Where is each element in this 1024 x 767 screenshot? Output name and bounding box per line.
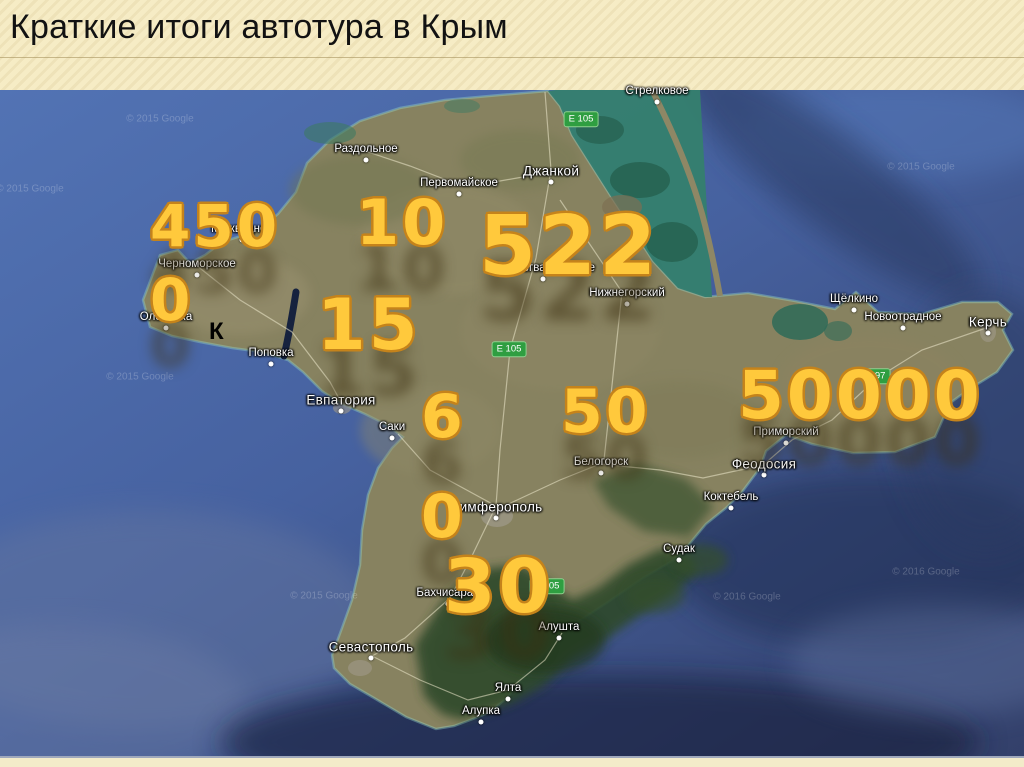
tour-stat-value: 50 — [561, 377, 651, 447]
city-label: Алушта — [538, 621, 580, 633]
map-attribution: © 2015 Google — [0, 183, 64, 195]
city-dot — [456, 191, 462, 197]
city-label: Керчь — [968, 314, 1008, 330]
city-dot — [783, 440, 789, 446]
map-attribution: © 2015 Google — [106, 371, 174, 383]
roads — [195, 91, 987, 701]
city-label: Белогорск — [573, 456, 629, 468]
city-label: Первомайское — [420, 177, 498, 189]
city-label: Новоотрадное — [864, 311, 942, 323]
letter-k-marker: К — [209, 318, 224, 345]
city-label: Алупка — [461, 705, 501, 717]
map-attribution: © 2015 Google — [126, 113, 194, 125]
tour-stat-value: 4500 — [150, 192, 281, 335]
city-label: Межводное — [211, 223, 273, 235]
city-label: Джанкой — [522, 163, 580, 179]
city-dot — [624, 301, 630, 307]
city-dot — [478, 719, 484, 725]
city-label: Раздольное — [334, 143, 398, 155]
city-dot — [761, 472, 767, 478]
tour-stat-value: 30 — [444, 544, 553, 630]
tour-stat-value: 60 — [421, 382, 466, 552]
city-dot — [493, 515, 499, 521]
city-dot — [556, 635, 562, 641]
city-label: Приморский — [753, 426, 819, 438]
city-dot — [445, 601, 451, 607]
city-label: Оленевка — [139, 311, 193, 323]
city-dot — [194, 272, 200, 278]
city-dot — [389, 435, 395, 441]
map-attribution: © 2016 Google — [713, 591, 781, 603]
city-dot — [338, 408, 344, 414]
header-divider — [0, 57, 1024, 58]
city-dot — [851, 307, 857, 313]
city-dot — [363, 157, 369, 163]
city-dot — [728, 505, 734, 511]
route-badge: E 105 — [563, 111, 599, 127]
city-label: Черноморское — [158, 258, 236, 270]
city-label: Симферополь — [449, 499, 543, 515]
city-dot — [540, 276, 546, 282]
crimea-landmass — [141, 90, 1015, 731]
map-attribution: © 2016 Google — [892, 566, 960, 578]
tour-stat-value: 10 — [356, 186, 449, 259]
city-label: Нижнегорский — [589, 287, 665, 299]
city-label: Евпатория — [306, 392, 376, 408]
city-dot — [985, 330, 991, 336]
tour-stat-value: 15 — [317, 284, 421, 366]
slide-bottom-margin — [0, 756, 1024, 767]
city-label: Севастополь — [328, 639, 414, 655]
donuzlav-lake — [280, 288, 300, 360]
city-label: Красногвардейское — [491, 262, 595, 274]
tour-stat-value: 50000 — [738, 357, 983, 434]
map-attribution: © 2015 Google — [887, 161, 955, 173]
city-dot — [505, 696, 511, 702]
city-label: Коктебель — [703, 491, 759, 503]
city-label: Щёлкино — [829, 293, 879, 305]
map-attribution: © 2015 Google — [290, 590, 358, 602]
tour-stat-value: 522 — [479, 199, 660, 294]
city-label: Судак — [663, 543, 695, 555]
route-badge: E 105 — [529, 578, 565, 594]
arabat-spit — [649, 90, 723, 297]
slide-title: Краткие итоги автотура в Крым — [10, 8, 508, 46]
route-badge: E 105 — [491, 341, 527, 357]
city-dot — [548, 179, 554, 185]
city-dot — [368, 655, 374, 661]
city-dot — [239, 237, 245, 243]
city-label: Саки — [378, 421, 406, 433]
city-dot — [598, 470, 604, 476]
city-dot — [900, 325, 906, 331]
city-label: Ялта — [494, 682, 522, 694]
city-dot — [654, 99, 660, 105]
city-label: Бахчисарай — [416, 587, 480, 599]
city-label: Феодосия — [731, 456, 797, 472]
city-dot — [163, 325, 169, 331]
route-badge: E97 — [863, 368, 891, 384]
city-dot — [268, 361, 274, 367]
city-label: Стрелковое — [625, 85, 689, 97]
city-label: Поповка — [248, 347, 294, 359]
city-dot — [676, 557, 682, 563]
